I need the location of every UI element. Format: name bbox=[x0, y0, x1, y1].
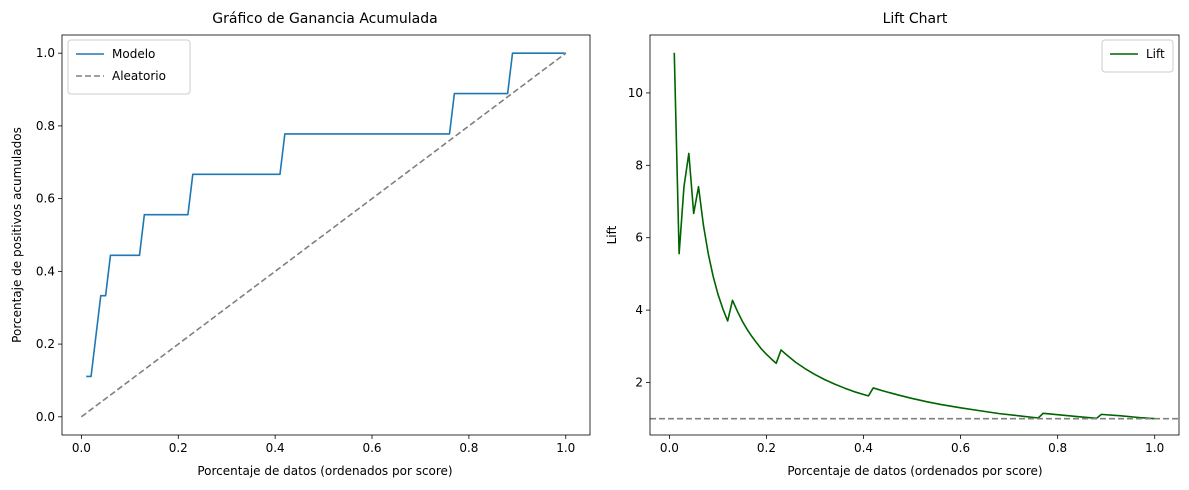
lift-chart-y-tick-label: 6 bbox=[635, 231, 643, 245]
lift-chart-x-axis-label: Porcentaje de datos (ordenados por score… bbox=[787, 464, 1042, 478]
lift-chart-x-tick-label: 0.2 bbox=[757, 441, 776, 455]
gain-chart-panel: Gráfico de Ganancia Acumulada 0.0 0.2 0.4 0… bbox=[10, 11, 591, 478]
gain-chart-x-tick-label: 0.6 bbox=[362, 441, 381, 455]
gain-chart-y-tick-label: 0.8 bbox=[36, 119, 55, 133]
lift-chart-x-tick-label: 1.0 bbox=[1145, 441, 1164, 455]
gain-chart-series-aleatorio-line bbox=[80, 52, 567, 418]
gain-chart-legend-label-modelo: Modelo bbox=[112, 47, 155, 61]
gain-chart-series-group bbox=[80, 52, 567, 418]
gain-chart-title: Gráfico de Ganancia Acumulada bbox=[212, 11, 437, 27]
gain-chart-x-axis-label: Porcentaje de datos (ordenados por score… bbox=[197, 464, 452, 478]
gain-chart-x-tick-label: 1.0 bbox=[556, 441, 575, 455]
gain-chart-y-tick-label: 0.2 bbox=[36, 337, 55, 351]
gain-chart-y-tick-label: 0.4 bbox=[36, 264, 55, 278]
lift-chart-legend: Lift bbox=[1101, 39, 1174, 73]
lift-chart-axes-frame bbox=[649, 34, 1180, 436]
lift-chart-x-tick-label: 0.4 bbox=[854, 441, 873, 455]
lift-chart-panel: Lift Chart 0.0 0.2 0.4 0.6 0.8 1.0246810Lift … bbox=[605, 11, 1180, 478]
gain-chart-x-tick-label: 0.2 bbox=[169, 441, 188, 455]
gain-chart-y-tick-label: 0.6 bbox=[36, 192, 55, 206]
lift-chart-plot-area: 0.0 0.2 0.4 0.6 0.8 1.0 2 4 6 8 10 Lift bbox=[628, 34, 1180, 455]
lift-chart-y-tick-label: 2 bbox=[635, 376, 643, 390]
gain-chart-plot-area: 0.0 0.2 0.4 0.6 0.8 1.0 0.0 0.2 0.4 0.6 0.8 1.0 Mode… bbox=[36, 34, 591, 455]
gain-chart-series-modelo-line bbox=[86, 52, 566, 378]
lift-chart-legend-label-lift: Lift bbox=[1146, 47, 1165, 61]
gain-chart-x-tick-label: 0.0 bbox=[72, 441, 91, 455]
lift-chart-x-tick-label: 0.8 bbox=[1048, 441, 1067, 455]
gain-chart-x-tick-label: 0.4 bbox=[266, 441, 285, 455]
gain-chart-y-tick-label: 1.0 bbox=[36, 46, 55, 60]
gain-chart-legend-label-aleatorio: Aleatorio bbox=[112, 69, 166, 83]
gain-chart-x-tick-label: 0.8 bbox=[459, 441, 478, 455]
lift-chart-series-group bbox=[650, 52, 1179, 420]
lift-chart-y-tick-label: 8 bbox=[635, 158, 643, 172]
gain-chart-axes-frame bbox=[61, 34, 591, 436]
lift-chart-series-lift-line bbox=[673, 52, 1155, 420]
lift-chart-y-tick-label: 10 bbox=[628, 86, 643, 100]
lift-chart-x-tick-label: 0.6 bbox=[951, 441, 970, 455]
lift-chart-legend-box bbox=[1101, 39, 1174, 73]
lift-chart-y-axis-label: Lift bbox=[605, 225, 619, 244]
lift-chart-y-tick-label: 4 bbox=[635, 303, 643, 317]
gain-chart-y-axis-label: Porcentaje de positivos acumulados bbox=[10, 127, 24, 343]
gain-chart-legend: Modelo Aleatorio bbox=[67, 39, 191, 95]
lift-chart-x-tick-label: 0.0 bbox=[660, 441, 679, 455]
gain-chart-y-tick-label: 0.0 bbox=[36, 410, 55, 424]
lift-chart-title: Lift Chart bbox=[883, 11, 948, 27]
